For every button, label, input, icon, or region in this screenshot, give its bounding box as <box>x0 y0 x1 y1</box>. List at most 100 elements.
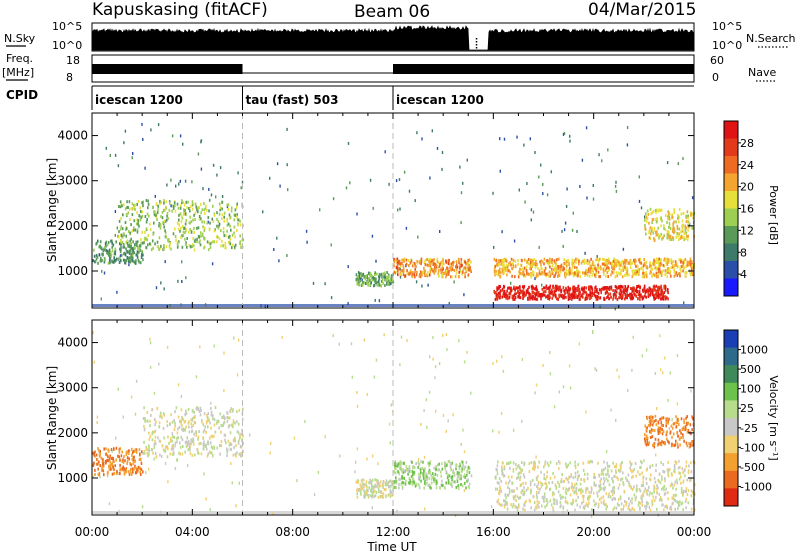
echo-point <box>543 257 546 261</box>
echo-point <box>548 270 551 274</box>
echo-point <box>655 469 657 473</box>
echo-point <box>169 452 172 456</box>
echo-point <box>239 454 242 458</box>
echo-point <box>185 409 187 413</box>
echo-point <box>183 203 186 207</box>
echo-point <box>564 496 567 500</box>
echo-point <box>671 483 673 487</box>
echo-point <box>188 445 191 449</box>
echo-point <box>166 424 169 428</box>
echo-point <box>653 490 655 494</box>
echo-point <box>600 288 603 292</box>
echo-point <box>99 240 102 244</box>
echo-point <box>396 270 398 274</box>
echo-point <box>686 210 689 214</box>
echo-point <box>558 467 560 470</box>
echo-point <box>682 211 685 215</box>
echo-point <box>231 481 233 485</box>
echo-point <box>549 476 552 480</box>
echo-point <box>685 487 688 491</box>
echo-point <box>442 484 444 488</box>
echo-point <box>154 442 157 446</box>
echo-point <box>100 297 102 301</box>
echo-point <box>560 480 562 484</box>
echo-point <box>613 485 615 489</box>
echo-point <box>680 269 682 273</box>
echo-point <box>447 479 450 483</box>
echo-point <box>513 297 516 301</box>
echo-point <box>549 487 552 491</box>
echo-point <box>629 287 632 290</box>
echo-point <box>661 237 663 241</box>
echo-point <box>643 289 646 293</box>
echo-point <box>668 417 670 421</box>
echo-point <box>113 258 116 262</box>
echo-point <box>430 473 433 477</box>
echo-point <box>433 475 435 479</box>
echo-point <box>591 460 594 464</box>
echo-point <box>523 463 525 467</box>
echo-point <box>194 202 197 206</box>
echo-point <box>608 259 610 263</box>
echo-point <box>586 274 589 277</box>
echo-point <box>592 266 594 270</box>
echo-point <box>645 428 648 432</box>
echo-point <box>436 473 439 477</box>
echo-point <box>433 466 435 470</box>
echo-point <box>550 267 553 271</box>
echo-point <box>111 472 114 476</box>
echo-point <box>135 448 138 452</box>
echo-point <box>181 216 184 220</box>
echo-point <box>179 420 181 423</box>
echo-point <box>645 295 647 299</box>
echo-point <box>610 295 612 299</box>
echo-point <box>332 334 334 338</box>
echo-point <box>180 421 182 425</box>
echo-point <box>143 440 145 444</box>
echo-point <box>102 464 105 468</box>
echo-point <box>560 288 563 292</box>
echo-point <box>358 274 361 278</box>
echo-point <box>110 239 112 243</box>
echo-point <box>412 465 415 469</box>
echo-point <box>582 259 584 263</box>
echo-point <box>184 428 186 432</box>
echo-point <box>619 497 622 501</box>
echo-point <box>389 282 392 286</box>
echo-point <box>95 242 97 246</box>
echo-point <box>174 467 177 470</box>
echo-point <box>375 485 377 489</box>
echo-point <box>222 227 225 230</box>
echo-point <box>686 262 689 266</box>
echo-point <box>190 442 192 446</box>
echo-point <box>395 486 397 490</box>
echo-point <box>370 490 373 494</box>
echo-point <box>200 211 202 215</box>
echo-point <box>519 296 522 300</box>
echo-point <box>182 445 184 448</box>
echo-point <box>668 211 670 215</box>
echo-point <box>509 460 512 464</box>
echo-point <box>607 287 610 291</box>
echo-point <box>516 464 519 468</box>
echo-point <box>445 481 447 485</box>
echo-point <box>461 263 463 267</box>
y-tick-label: 4000 <box>57 129 88 143</box>
echo-point <box>519 271 521 275</box>
echo-point <box>506 493 509 497</box>
echo-point <box>659 295 661 299</box>
echo-point <box>643 271 645 275</box>
echo-point <box>608 287 611 291</box>
echo-point <box>188 230 190 234</box>
echo-point <box>172 447 175 451</box>
echo-point <box>607 479 609 483</box>
echo-point <box>118 455 120 459</box>
echo-point <box>101 468 103 472</box>
echo-point <box>185 276 187 280</box>
echo-point <box>220 424 223 428</box>
echo-point <box>227 222 230 226</box>
echo-point <box>692 216 694 220</box>
echo-point <box>636 285 638 288</box>
echo-point <box>185 200 188 204</box>
echo-point <box>446 259 449 263</box>
